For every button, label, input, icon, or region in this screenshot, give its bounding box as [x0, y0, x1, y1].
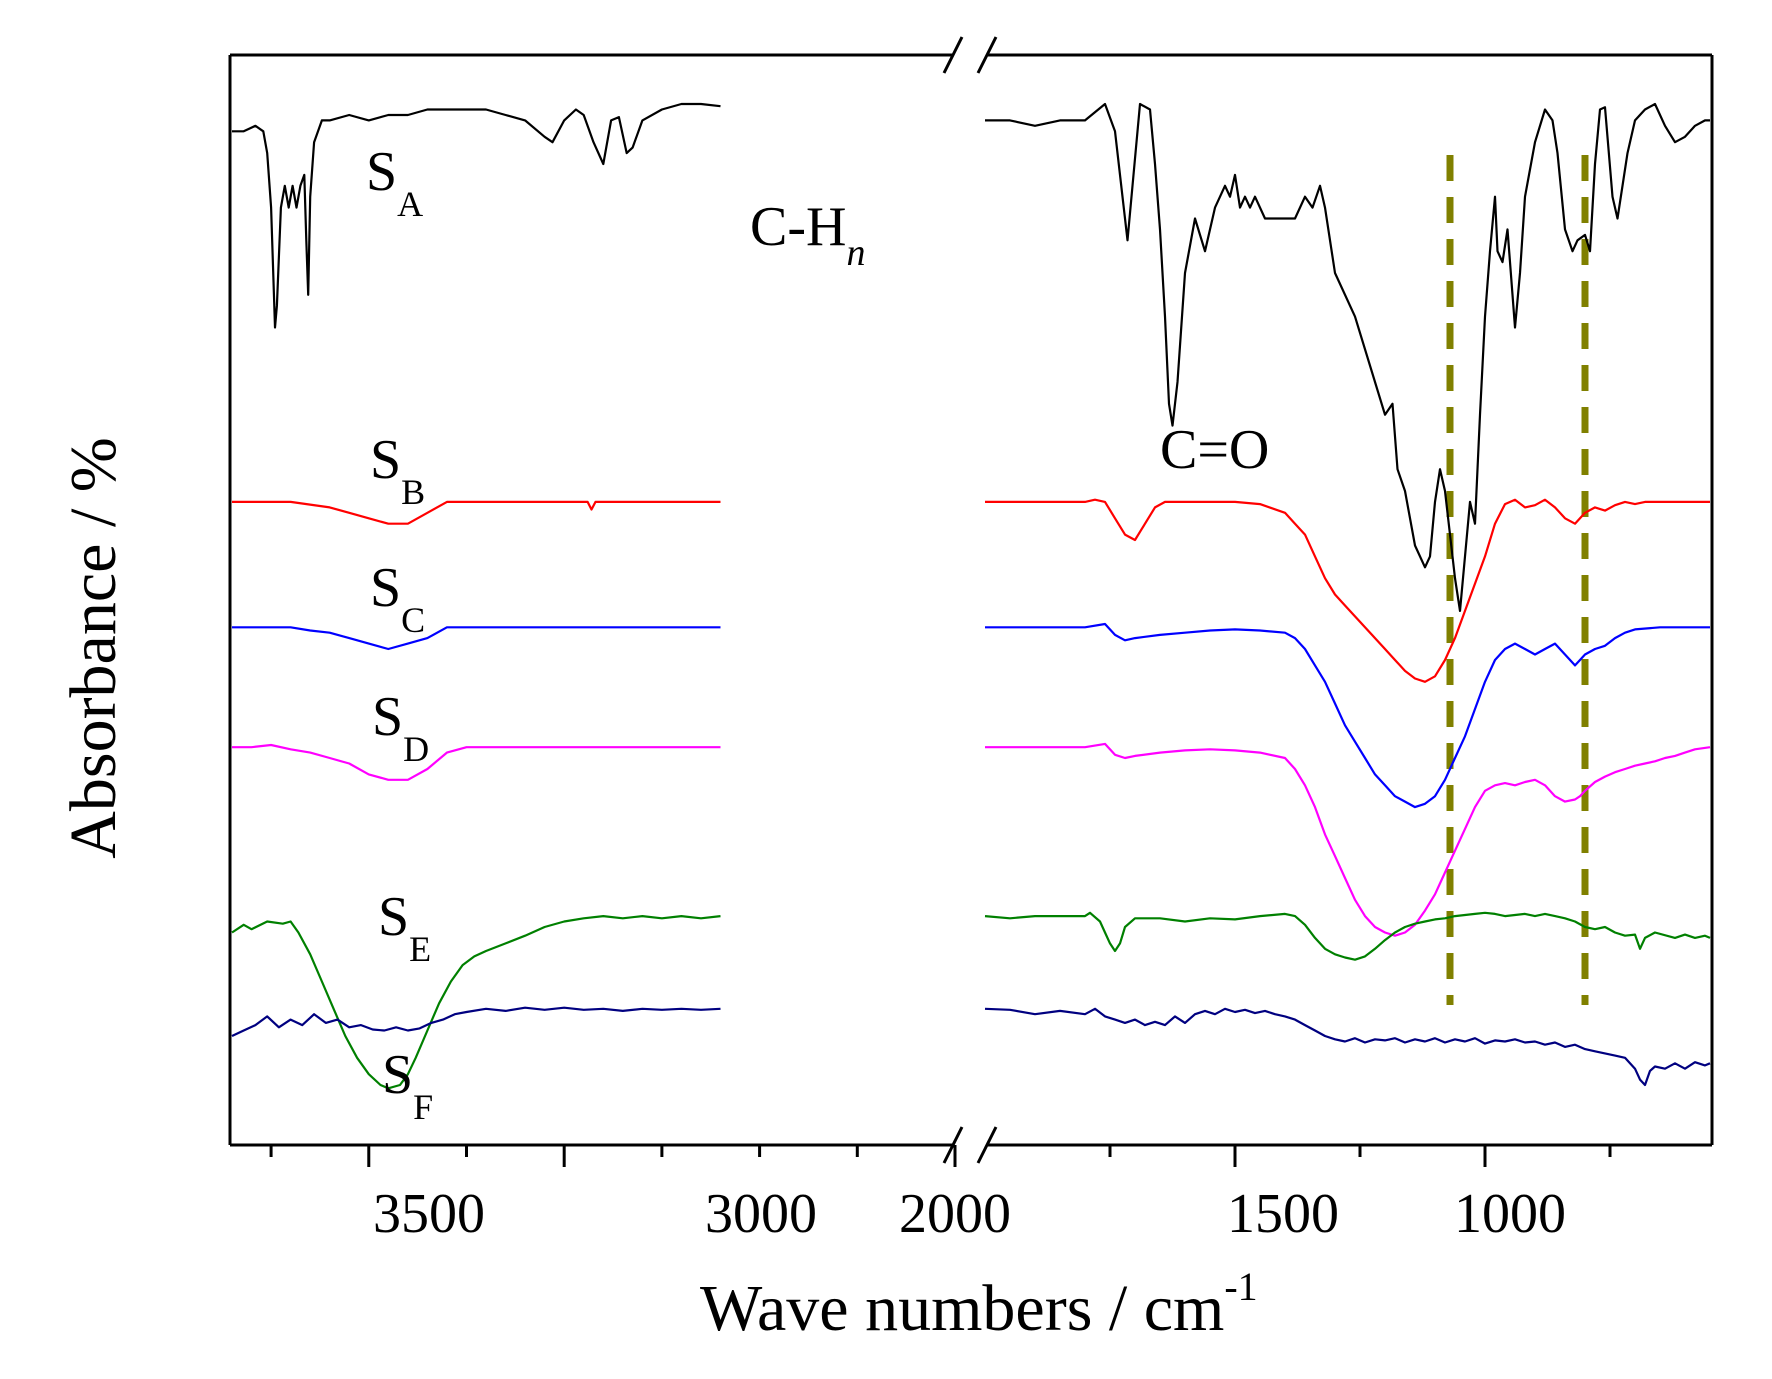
annotations: C-Hn C=O [750, 196, 1269, 481]
series-label-f: SF [382, 1044, 433, 1127]
tick-label-3000: 3000 [705, 1183, 817, 1245]
series-line-c-seg2 [985, 622, 1710, 809]
series-line-b-seg1 [232, 500, 721, 525]
series-line-f-seg2 [984, 1007, 1711, 1087]
series-label-d: SD [372, 686, 429, 769]
axis-break-top-1 [942, 36, 964, 74]
series-lines [231, 102, 1711, 1090]
axis-break-bottom-1 [942, 1126, 964, 1164]
series-line-f-seg1 [231, 1006, 721, 1037]
series-line-d-seg2 [985, 742, 1711, 937]
x-axis-title: Wave numbers / cm-1 [700, 1264, 1258, 1345]
x-axis-ticks: 3500 3000 2000 1500 1000 [269, 1145, 1612, 1245]
series-label-main: S [370, 429, 401, 491]
series-label-sub: A [397, 184, 423, 224]
axis-break-top-2 [976, 36, 998, 74]
tick-label-2000: 2000 [899, 1183, 1011, 1245]
series-label-a: SA [366, 141, 423, 224]
axis-break-bottom-2 [976, 1126, 998, 1164]
x-axis-title-superscript: -1 [1224, 1264, 1257, 1309]
series-label-b: SB [370, 429, 425, 512]
annotation-co: C=O [1160, 419, 1269, 481]
series-label-sub: E [409, 929, 431, 969]
series-label-e: SE [378, 886, 431, 969]
series-label-main: S [378, 886, 409, 948]
series-label-sub: C [401, 600, 425, 640]
reference-lines [1446, 155, 1589, 1005]
series-line-a-seg2 [985, 102, 1710, 613]
series-line-e-seg1 [231, 914, 721, 1090]
series-label-c: SC [370, 557, 425, 640]
tick-label-1000: 1000 [1454, 1183, 1566, 1245]
series-label-sub: F [413, 1087, 433, 1127]
tick-label-1500: 1500 [1227, 1183, 1339, 1245]
series-label-main: S [370, 557, 401, 619]
series-label-main: S [372, 686, 403, 748]
y-axis-title: Absorbance / % [57, 437, 130, 859]
axes-frame [228, 36, 1714, 1164]
series-label-sub: D [403, 729, 429, 769]
tick-label-3500: 3500 [373, 1183, 485, 1245]
x-axis-title-text: Wave numbers / cm [700, 1272, 1224, 1345]
series-label-main: S [382, 1044, 413, 1106]
series-line-e-seg2 [984, 911, 1711, 961]
series-label-sub: B [401, 472, 425, 512]
annotation-ch: C-Hn [750, 196, 865, 274]
series-line-d-seg1 [232, 743, 721, 781]
series-label-main: S [366, 141, 397, 203]
series-line-a-seg1 [232, 102, 721, 329]
series-line-c-seg1 [232, 626, 721, 651]
series-line-b-seg2 [985, 498, 1710, 683]
